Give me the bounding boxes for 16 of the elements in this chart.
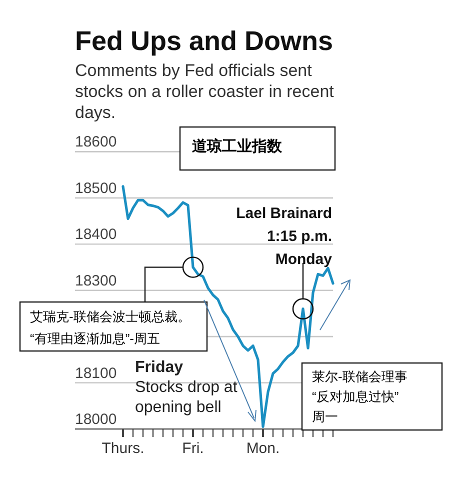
chart-title: Fed Ups and Downs — [75, 26, 334, 56]
y-tick-label: 18000 — [75, 411, 117, 428]
x-tick-label: Fri. — [182, 440, 204, 457]
annotation: Friday Stocks drop at opening bell — [135, 359, 238, 416]
annotation: 艾瑞克-联储会波士顿总裁。 “有理由逐渐加息”-周五 — [30, 309, 190, 346]
y-tick-label: 18600 — [75, 134, 117, 151]
y-tick-label: 18100 — [75, 364, 117, 382]
y-tick-label: 18300 — [75, 272, 117, 290]
y-tick-label: 18500 — [75, 180, 117, 197]
annotation: 道琼工业指数 — [192, 137, 283, 155]
x-tick-label: Thurs. — [102, 440, 144, 457]
y-tick-label: 18400 — [75, 226, 117, 244]
annotation: 莱尔-联储会理事 “反对加息过快” 周一 — [312, 369, 408, 424]
annotation: Lael Brainard 1:15 p.m. Monday — [236, 205, 333, 268]
chart-subtitle: Comments by Fed officials sent stocks on a roller coaster in recent days. — [75, 61, 334, 122]
x-tick-label: Mon. — [246, 440, 280, 457]
